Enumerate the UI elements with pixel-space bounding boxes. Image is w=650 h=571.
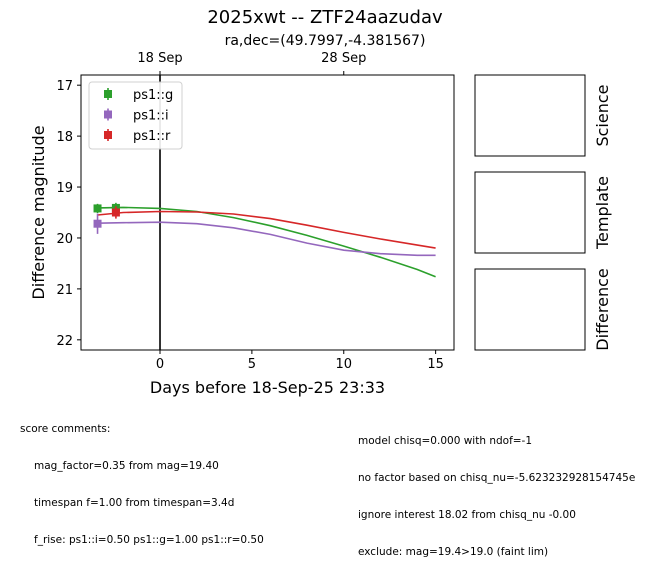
x-tick-label: 5 [248,357,256,372]
score-comment-line: timespan f=1.00 from timespan=3.4d [34,497,235,510]
y-tick-label: 18 [56,130,73,145]
legend-marker [104,110,112,119]
data-point [93,219,102,228]
legend-marker [104,90,112,98]
model-comment-line: exclude: mag=19.4>19.0 (faint lim) [358,546,549,559]
figure-title: 2025xwt -- ZTF24aazudav [207,7,443,28]
y-tick-label: 21 [56,283,73,298]
legend-label: ps1::i [133,109,169,124]
x-tick-label: 15 [427,357,444,372]
data-point [111,208,120,217]
x-axis-label: Days before 18-Sep-25 23:33 [150,378,385,397]
x-tick-label: 0 [156,357,164,372]
model-curve-ps1-i [97,221,436,257]
y-tick-label: 17 [56,79,73,94]
score-comments-heading: score comments: [20,422,111,435]
model-comment-line: model chisq=0.000 with ndof=-1 [358,434,533,447]
cutout-label: Difference [593,268,612,350]
data-point [93,204,102,213]
y-tick-label: 19 [56,181,73,196]
legend-marker [104,131,112,139]
legend-label: ps1::r [133,129,171,144]
cutout-panel-science [474,74,586,157]
cutout-panel-template [474,171,586,254]
y-axis-label: Difference magnitude [29,125,48,299]
plot-frame [80,74,455,351]
model-comments: model chisq=0.000 with ndof=-1 no factor… [358,410,635,571]
model-comment-line: ignore interest 18.02 from chisq_nu -0.0… [358,509,576,522]
figure-subtitle: ra,dec=(49.7997,-4.381567) [224,33,426,49]
legend-label: ps1::g [133,88,173,103]
x-tick-label: 10 [335,357,352,372]
y-tick-label: 20 [56,232,73,247]
cutout-panel-difference [474,268,586,351]
model-comment-line: no factor based on chisq_nu=-5.623232928… [358,472,636,485]
model-curve-ps1-r [97,210,436,249]
legend-box [88,81,183,150]
top-axis-tick-label: 18 Sep [137,51,182,66]
score-comments: score comments: mag_factor=0.35 from mag… [20,398,264,559]
score-comment-line: f_rise: ps1::i=0.50 ps1::g=1.00 ps1::r=0… [34,534,264,547]
cutout-label: Template [593,176,612,250]
score-comment-line: mag_factor=0.35 from mag=19.40 [34,460,219,473]
light-curve-plot: 0 5 10 15 17 18 19 20 21 22 18 Sep 28 Sep Days befor… [29,51,612,397]
cutout-label: Science [593,84,612,146]
top-axis-tick-label: 28 Sep [321,51,366,66]
y-tick-label: 22 [56,334,73,349]
model-curve-ps1-g [97,206,436,278]
